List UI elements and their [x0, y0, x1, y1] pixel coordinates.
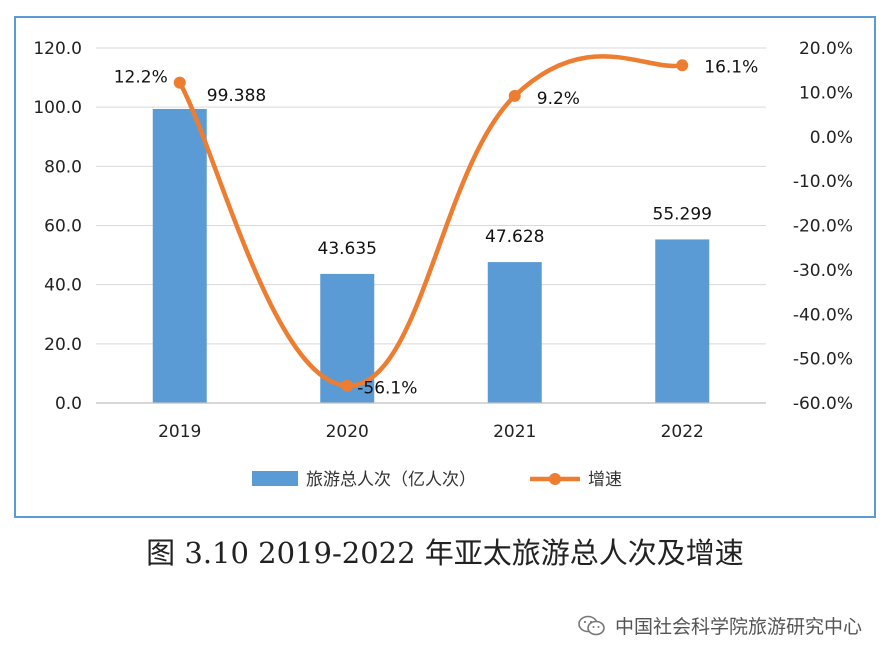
x-tick-label: 2021 — [493, 422, 536, 442]
bar — [152, 108, 207, 403]
growth-line-layer — [173, 54, 689, 392]
growth-value-label: 16.1% — [704, 57, 758, 77]
growth-value-label: 12.2% — [114, 68, 168, 88]
y-left-tick-label: 20.0 — [44, 335, 82, 355]
y-left-tick-label: 60.0 — [44, 217, 82, 237]
x-tick-label: 2022 — [661, 422, 704, 442]
legend-swatch-bar — [252, 471, 298, 486]
legend-label-bar: 旅游总人次（亿人次） — [306, 470, 476, 490]
watermark: 中国社会科学院旅游研究中心 — [577, 612, 862, 639]
y-right-tick-label: -30.0% — [793, 261, 853, 281]
growth-value-label: 9.2% — [537, 89, 580, 109]
y-right-tick-label: 20.0% — [799, 39, 853, 59]
legend-swatch-marker — [549, 473, 561, 485]
y-right-tick-label: 10.0% — [799, 83, 853, 103]
legend: 旅游总人次（亿人次） 增速 — [252, 470, 622, 490]
y-right-tick-label: 0.0% — [810, 128, 853, 148]
growth-marker — [341, 379, 354, 392]
x-tick-label: 2019 — [158, 422, 201, 442]
y-right-tick-label: -50.0% — [793, 350, 853, 370]
y-left-tick-label: 0.0 — [55, 394, 82, 414]
watermark-text: 中国社会科学院旅游研究中心 — [614, 616, 862, 638]
y-left-tick-label: 120.0 — [33, 39, 82, 59]
growth-marker — [173, 76, 186, 89]
growth-marker — [676, 59, 689, 72]
growth-value-label: -56.1% — [357, 379, 417, 399]
legend-label-line: 增速 — [588, 470, 622, 490]
axes: 0.0 20.0 40.0 60.0 80.0 100.0 120.0 -60.0% -50.0… — [33, 39, 853, 442]
figure-caption: 图 3.10 2019-2022 年亚太旅游总人次及增速 — [146, 536, 744, 570]
y-right-tick-label: -10.0% — [793, 172, 853, 192]
x-tick-label: 2020 — [326, 422, 369, 442]
y-left-tick-label: 80.0 — [44, 157, 82, 177]
bars — [152, 108, 710, 403]
combo-chart: 99.388 43.635 47.628 55.299 12.2% -56.1% 9.2% 1… — [33, 39, 853, 490]
data-labels: 99.388 43.635 47.628 55.299 12.2% -56.1% 9.2% 1… — [114, 57, 759, 398]
growth-line — [177, 54, 685, 388]
bar-value-label: 55.299 — [653, 204, 712, 224]
y-left-tick-label: 40.0 — [44, 276, 82, 296]
wechat-icon — [578, 615, 605, 635]
y-right-tick-label: -20.0% — [793, 217, 853, 237]
bar-value-label: 99.388 — [207, 86, 266, 106]
y-left-tick-label: 100.0 — [33, 98, 82, 118]
bar-value-label: 47.628 — [485, 227, 544, 247]
bar-value-label: 43.635 — [318, 239, 377, 259]
y-right-tick-label: -60.0% — [793, 394, 853, 414]
y-right-tick-label: -40.0% — [793, 305, 853, 325]
bar — [655, 239, 710, 403]
bar — [487, 262, 542, 403]
growth-marker — [508, 89, 521, 102]
